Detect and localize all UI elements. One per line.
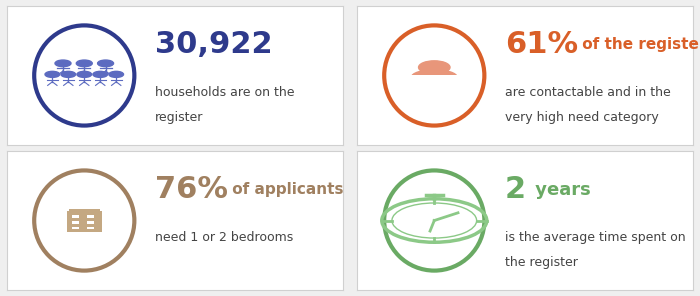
- FancyBboxPatch shape: [88, 221, 94, 223]
- Text: of applicants: of applicants: [228, 182, 344, 197]
- Circle shape: [77, 71, 92, 78]
- Circle shape: [93, 71, 108, 78]
- Circle shape: [97, 60, 113, 67]
- Circle shape: [55, 60, 71, 67]
- Circle shape: [109, 71, 123, 78]
- FancyBboxPatch shape: [407, 75, 462, 86]
- Circle shape: [45, 71, 60, 78]
- Text: 2: 2: [505, 176, 526, 205]
- FancyBboxPatch shape: [88, 215, 94, 218]
- FancyBboxPatch shape: [72, 227, 79, 229]
- Text: the register: the register: [505, 256, 578, 269]
- Circle shape: [61, 71, 76, 78]
- FancyBboxPatch shape: [69, 209, 100, 211]
- Text: is the average time spent on: is the average time spent on: [505, 231, 685, 244]
- Circle shape: [76, 60, 92, 67]
- Text: 30,922: 30,922: [155, 30, 272, 59]
- Text: are contactable and in the: are contactable and in the: [505, 86, 671, 99]
- Text: register: register: [155, 111, 203, 124]
- FancyBboxPatch shape: [67, 211, 102, 232]
- Text: need 1 or 2 bedrooms: need 1 or 2 bedrooms: [155, 231, 293, 244]
- Text: households are on the: households are on the: [155, 86, 294, 99]
- Text: years: years: [529, 181, 591, 199]
- Text: very high need category: very high need category: [505, 111, 659, 124]
- Text: 76%: 76%: [155, 176, 228, 205]
- Circle shape: [419, 61, 450, 74]
- Text: of the register: of the register: [578, 37, 700, 52]
- FancyBboxPatch shape: [88, 227, 94, 229]
- FancyBboxPatch shape: [72, 221, 79, 223]
- Text: 61%: 61%: [505, 30, 578, 59]
- FancyBboxPatch shape: [72, 215, 79, 218]
- Ellipse shape: [412, 70, 457, 84]
